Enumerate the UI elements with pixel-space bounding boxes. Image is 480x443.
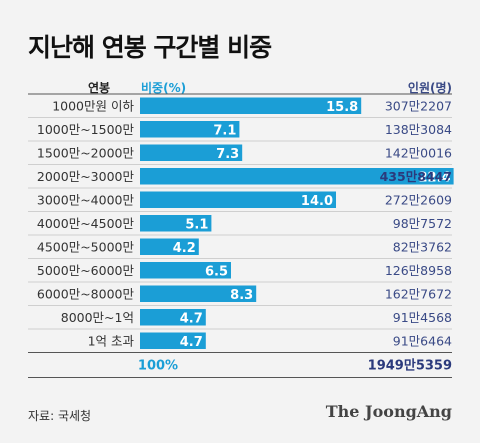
bar-value-label-0: 15.8 bbox=[326, 100, 358, 115]
bar-7 bbox=[140, 262, 231, 279]
bar-0 bbox=[140, 97, 362, 114]
header-people: 인원(명) bbox=[407, 81, 452, 95]
source-note: 자료: 국세청 bbox=[28, 409, 92, 423]
bar-value-label-2: 7.3 bbox=[216, 147, 239, 162]
category-label-2: 1500만~2000만 bbox=[37, 145, 135, 160]
bar-value-label-6: 4.2 bbox=[173, 241, 196, 256]
people-count-0: 307만2207 bbox=[385, 98, 452, 113]
bar-6 bbox=[140, 238, 199, 255]
people-count-7: 126만8958 bbox=[385, 263, 452, 278]
bar-value-label-7: 6.5 bbox=[205, 264, 228, 279]
category-label-10: 1억 초과 bbox=[88, 333, 135, 348]
people-count-4: 272만2609 bbox=[385, 192, 452, 207]
category-label-1: 1000만~1500만 bbox=[37, 122, 135, 137]
people-count-3: 435만8447 bbox=[380, 169, 452, 184]
category-label-8: 6000만~8000만 bbox=[37, 286, 135, 301]
category-label-7: 5000만~6000만 bbox=[37, 263, 135, 278]
bar-value-label-10: 4.7 bbox=[180, 335, 203, 350]
people-count-5: 98만7572 bbox=[393, 216, 452, 231]
bar-value-label-9: 4.7 bbox=[180, 311, 203, 326]
bar-value-label-3: 22.4 bbox=[419, 170, 451, 185]
people-count-10: 91만6464 bbox=[393, 333, 452, 348]
category-label-0: 1000만원 이하 bbox=[52, 98, 134, 113]
total-people: 1949만5359 bbox=[368, 358, 452, 374]
category-label-6: 4500만~5000만 bbox=[37, 239, 135, 254]
people-count-8: 162만7672 bbox=[385, 286, 452, 301]
bar-9 bbox=[140, 309, 206, 326]
total-share: 100% bbox=[138, 359, 178, 374]
category-label-9: 8000만~1억 bbox=[61, 310, 134, 325]
category-label-5: 4000만~4500만 bbox=[37, 216, 135, 231]
bar-1 bbox=[140, 121, 240, 138]
people-count-2: 142만0016 bbox=[385, 145, 452, 160]
category-label-4: 3000만~4000만 bbox=[37, 192, 135, 207]
brand-logo: The JoongAng bbox=[325, 402, 452, 421]
bar-3 bbox=[140, 168, 454, 185]
bar-8 bbox=[140, 285, 257, 302]
people-count-6: 82만3762 bbox=[393, 239, 452, 254]
bar-5 bbox=[140, 215, 212, 232]
bar-value-label-5: 5.1 bbox=[185, 217, 208, 232]
bar-value-label-8: 8.3 bbox=[230, 288, 253, 303]
people-count-1: 138만3084 bbox=[385, 122, 452, 137]
bar-value-label-1: 7.1 bbox=[213, 123, 236, 138]
bar-value-label-4: 14.0 bbox=[301, 194, 333, 209]
header-share: 비중(%) bbox=[141, 81, 187, 95]
category-label-3: 2000만~3000만 bbox=[37, 169, 135, 184]
bar-10 bbox=[140, 332, 206, 349]
header-salary: 연봉 bbox=[88, 81, 111, 95]
chart-title: 지난해 연봉 구간별 비중 bbox=[28, 33, 272, 62]
people-count-9: 91만4568 bbox=[393, 310, 452, 325]
bar-2 bbox=[140, 144, 243, 161]
bar-4 bbox=[140, 191, 336, 208]
